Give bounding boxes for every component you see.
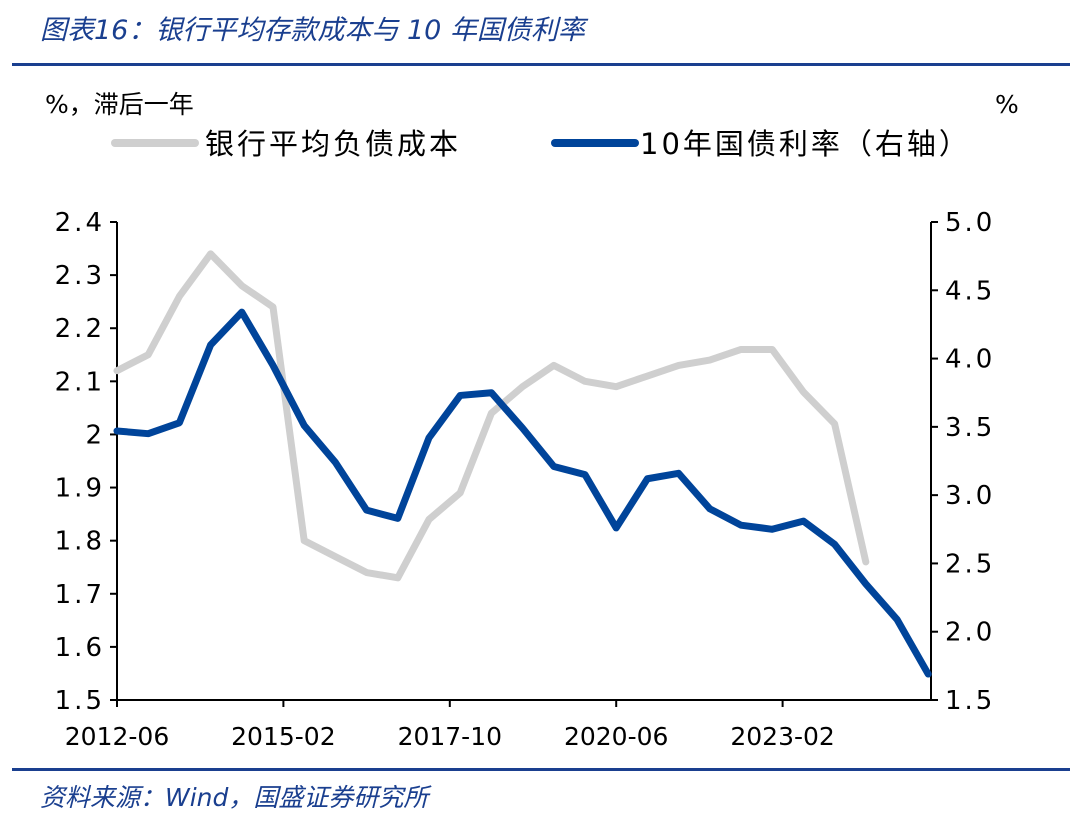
left-tick-label: 2.1 (55, 367, 105, 397)
chart-title: 图表16：银行平均存款成本与 10 年国债利率 (40, 15, 585, 46)
right-tick-label: 3.5 (945, 413, 995, 443)
right-tick-label: 4.5 (945, 276, 995, 306)
x-tick-label: 2015-02 (231, 722, 335, 751)
left-tick-label: 2.2 (55, 314, 105, 344)
right-tick-label: 3.0 (945, 481, 995, 511)
right-tick-label: 2.5 (945, 549, 995, 579)
x-tick-label: 2020-06 (564, 722, 668, 751)
right-tick-label: 1.5 (945, 686, 995, 716)
x-tick-label: 2012-06 (65, 722, 169, 751)
left-tick-label: 2.3 (55, 261, 105, 291)
x-tick-label: 2023-02 (730, 722, 834, 751)
top-rule (12, 63, 1070, 66)
x-tick-label: 2017-10 (398, 722, 502, 751)
left-tick-label: 2 (85, 420, 105, 450)
left-tick-label: 1.7 (55, 580, 105, 610)
bottom-rule (12, 768, 1070, 771)
left-tick-label: 1.9 (55, 474, 105, 504)
legend-label-gray: 银行平均负债成本 (205, 127, 461, 161)
left-unit-label: %，滞后一年 (45, 90, 194, 119)
left-tick-label: 2.4 (55, 208, 105, 238)
legend-label-blue: 10年国债利率（右轴） (640, 127, 971, 161)
left-tick-label: 1.8 (55, 527, 105, 557)
left-tick-label: 1.5 (55, 686, 105, 716)
left-tick-label: 1.6 (55, 633, 105, 663)
series-line-10y-treasury-yield (113, 308, 932, 678)
right-tick-label: 5.0 (945, 208, 995, 238)
source-note: 资料来源：Wind，国盛证券研究所 (40, 783, 429, 812)
right-tick-label: 4.0 (945, 345, 995, 375)
right-unit-label: % (995, 90, 1019, 119)
right-tick-label: 2.0 (945, 618, 995, 648)
